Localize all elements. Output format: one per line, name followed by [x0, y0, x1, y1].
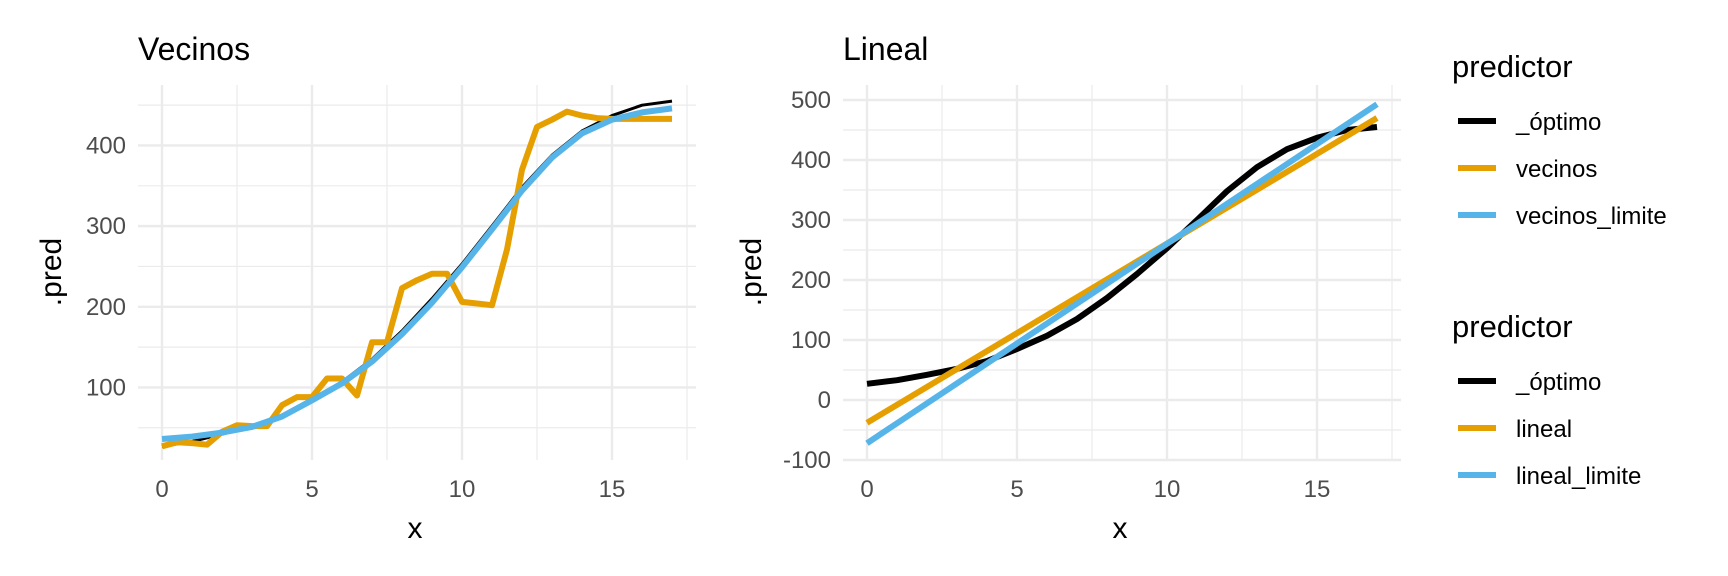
- y-tick-label: 400: [86, 132, 126, 159]
- series-line-lineal-lineal-limite: [865, 101, 1379, 446]
- legend-lineal: predictor _óptimo lineal lineal_limite: [1452, 309, 1641, 490]
- y-axis-label-vecinos: .pred: [35, 238, 68, 306]
- y-tick-label: 0: [818, 387, 831, 414]
- legend-label-optimo: _óptimo: [1515, 369, 1601, 396]
- x-tick-label: 0: [860, 476, 873, 503]
- series-line-vecinos-optimo: [161, 99, 673, 448]
- legend-label-lineal-limite: lineal_limite: [1516, 463, 1641, 490]
- y-tick-label: 100: [791, 327, 831, 354]
- legend-vecinos: predictor _óptimo vecinos vecinos_limite: [1452, 49, 1667, 230]
- x-axis-label-lineal: x: [1113, 512, 1128, 545]
- panel-title-vecinos: Vecinos: [138, 31, 250, 67]
- panel-lineal-ticks: 0 5 10 15 -100 0 100 200 300 400 500: [783, 87, 1330, 503]
- y-tick-label: 100: [86, 374, 126, 401]
- panel-vecinos-ticks: 0 5 10 15 100 200 300 400: [86, 132, 625, 503]
- y-tick-label: -100: [783, 447, 831, 474]
- x-tick-label: 15: [599, 476, 626, 503]
- panel-vecinos-lines: [161, 99, 673, 450]
- series-line-vecinos-vecinos: [161, 108, 672, 450]
- y-tick-label: 200: [86, 294, 126, 321]
- legend-label-lineal: lineal: [1516, 416, 1572, 443]
- panel-vecinos-grid: [138, 85, 696, 460]
- x-axis-label-vecinos: x: [408, 512, 423, 545]
- panel-vecinos: Vecinos 0 5 10 15 100 200 300 400 x .pred: [35, 31, 696, 545]
- series-line-vecinos-vecinos-limite: [161, 105, 673, 442]
- x-tick-label: 0: [155, 476, 168, 503]
- legend-title: predictor: [1452, 49, 1573, 84]
- y-tick-label: 200: [791, 267, 831, 294]
- y-tick-label: 300: [791, 207, 831, 234]
- legend-label-vecinos-limite: vecinos_limite: [1516, 203, 1667, 230]
- x-tick-label: 10: [449, 476, 476, 503]
- y-axis-label-lineal: .pred: [735, 238, 768, 306]
- x-tick-label: 5: [1010, 476, 1023, 503]
- legend-label-vecinos: vecinos: [1516, 156, 1597, 183]
- x-tick-label: 10: [1154, 476, 1181, 503]
- panel-lineal: Lineal 0 5 10 15 -100 0 100 200 300 400 500 x .pre…: [735, 31, 1401, 545]
- x-tick-label: 15: [1304, 476, 1331, 503]
- panel-title-lineal: Lineal: [843, 31, 928, 67]
- y-tick-label: 300: [86, 213, 126, 240]
- y-tick-label: 500: [791, 87, 831, 114]
- x-tick-label: 5: [305, 476, 318, 503]
- legend-title: predictor: [1452, 309, 1573, 344]
- panel-lineal-grid: [843, 85, 1401, 462]
- legend-label-optimo: _óptimo: [1515, 109, 1601, 136]
- panel-lineal-lines: [865, 101, 1379, 446]
- y-tick-label: 400: [791, 147, 831, 174]
